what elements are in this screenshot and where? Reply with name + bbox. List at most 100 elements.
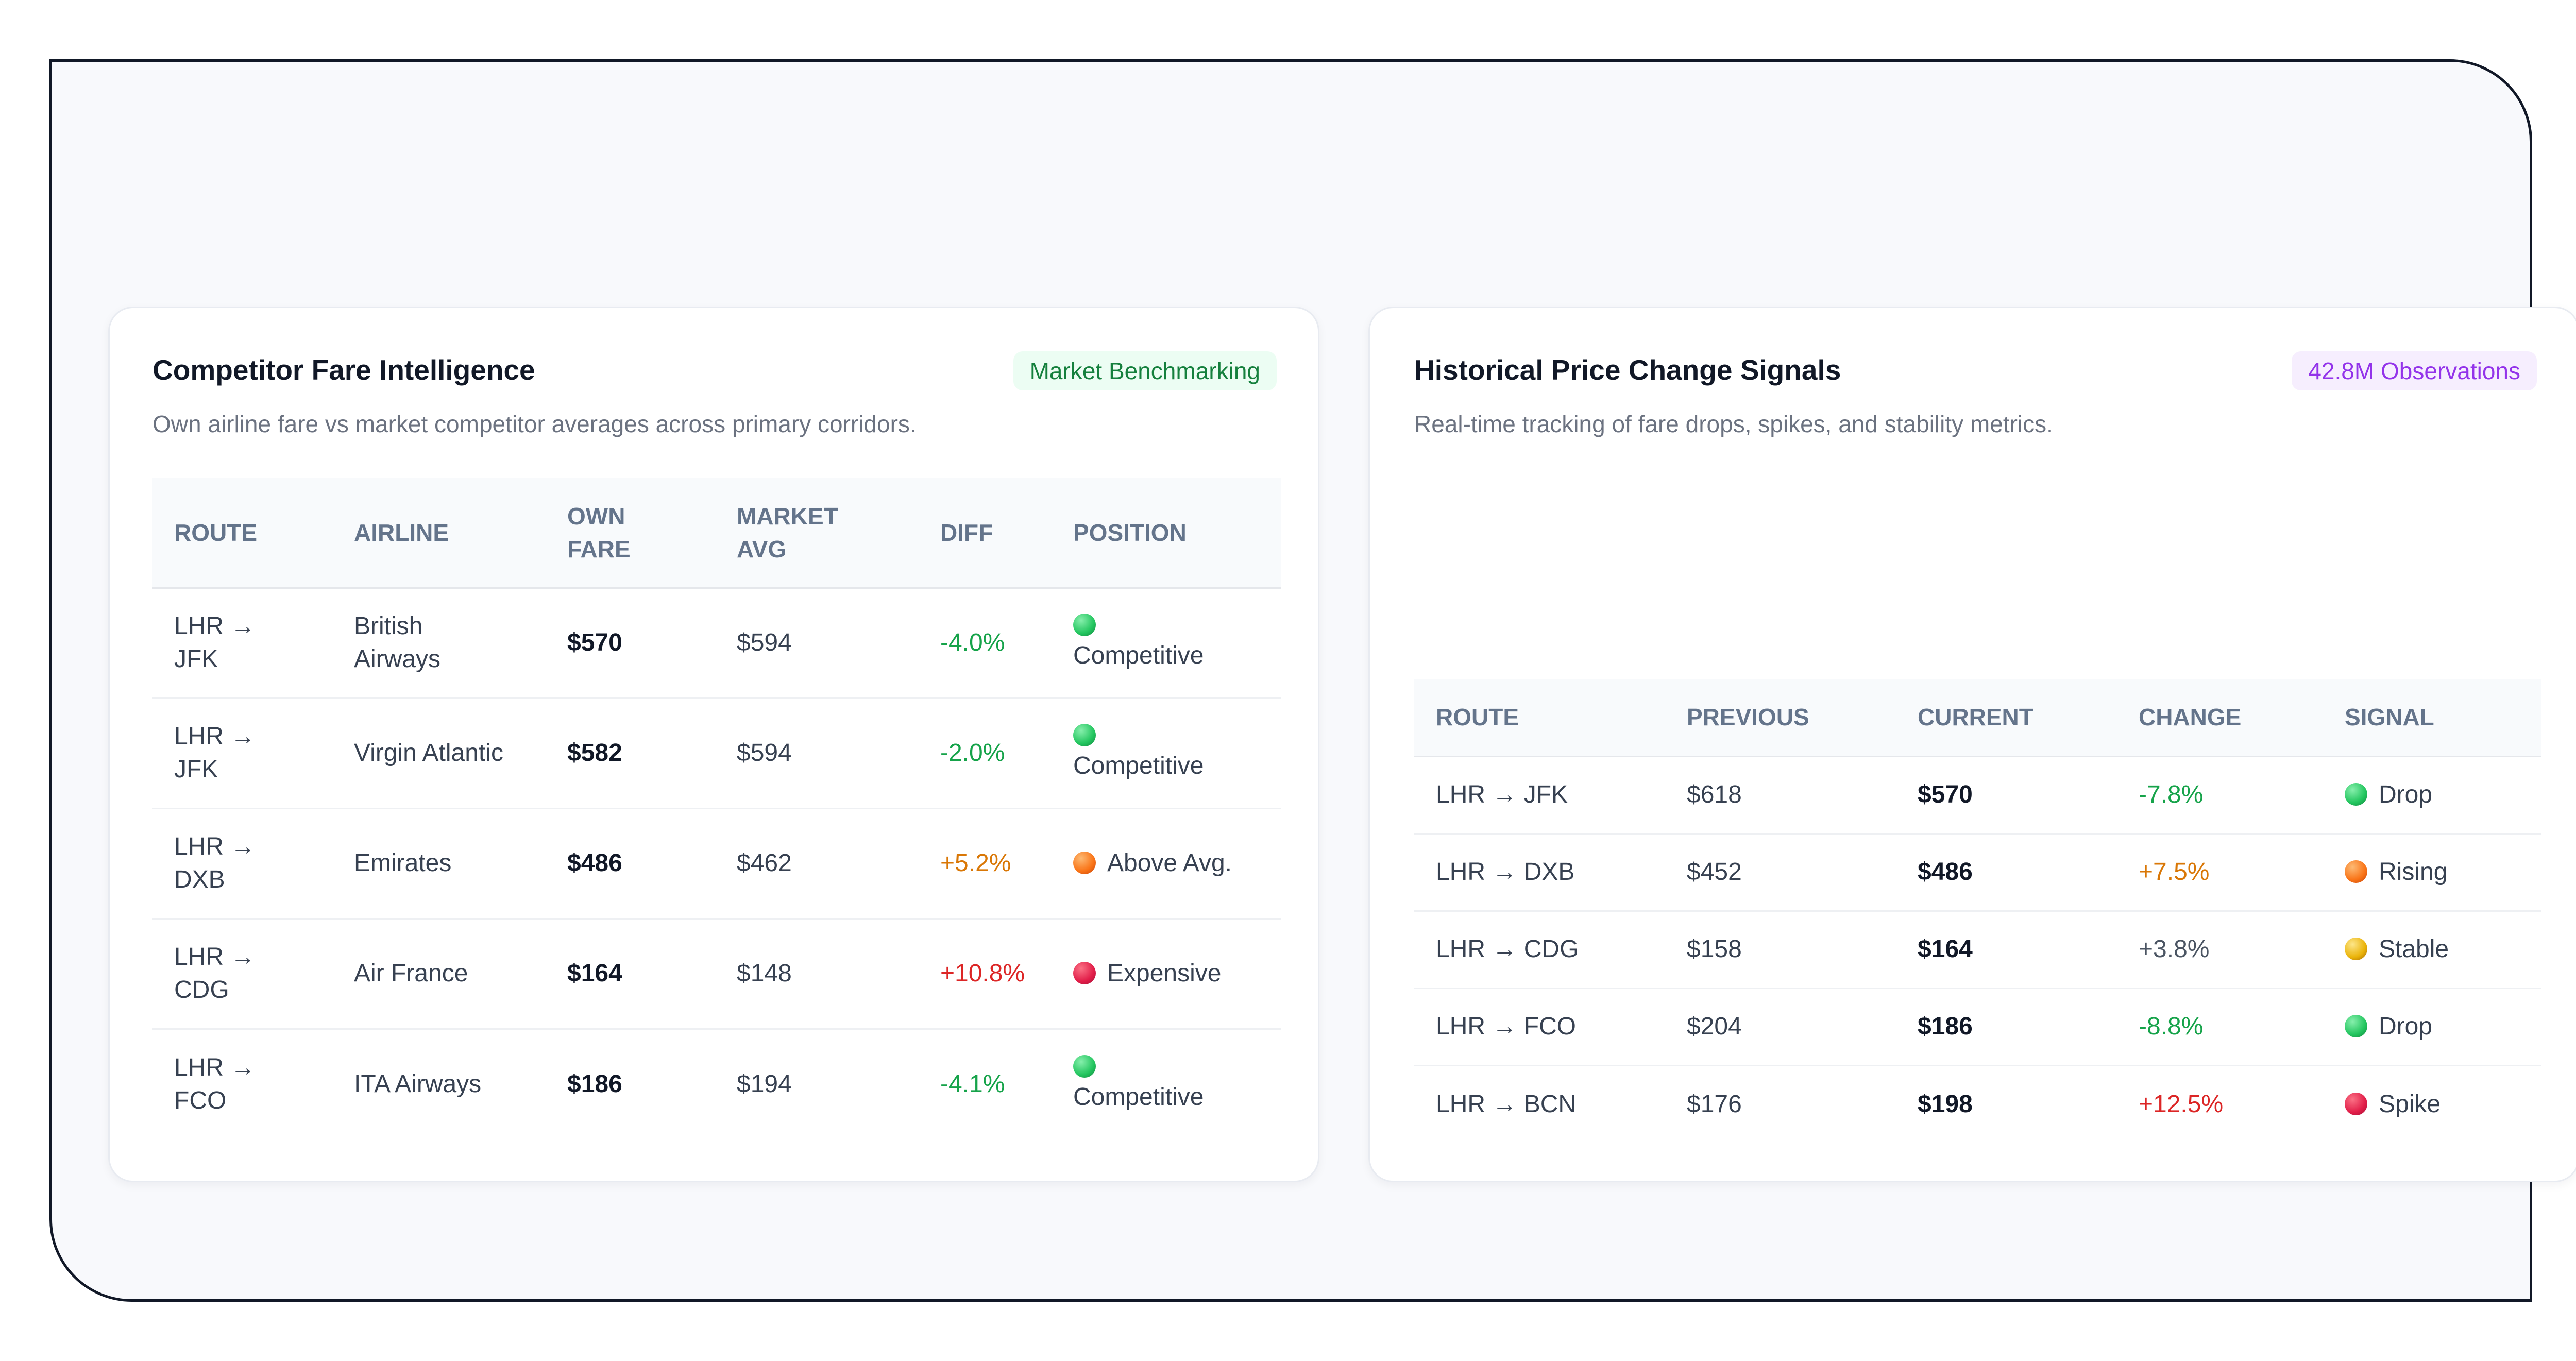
- column-header-current[interactable]: CURRENT: [1896, 679, 2117, 757]
- airline-cell: Air France: [332, 918, 546, 1030]
- card-title: Historical Price Change Signals: [1414, 354, 1841, 386]
- card-title: Competitor Fare Intelligence: [152, 354, 535, 386]
- airline-cell: British Airways: [332, 588, 546, 699]
- card-subtitle: Real-time tracking of fare drops, spikes…: [1414, 411, 2053, 437]
- airline-cell: Emirates: [332, 808, 546, 920]
- route-cell: LHR → BCN: [1436, 1090, 1577, 1118]
- status-dot-icon: [1073, 962, 1096, 984]
- position-cell: Competitive: [1052, 698, 1281, 809]
- change-cell: +12.5%: [2139, 1090, 2224, 1118]
- diff-cell: -2.0%: [919, 698, 1052, 809]
- table-row[interactable]: LHR → BCN $176 $198 +12.5% Spike: [1414, 1065, 2541, 1143]
- signal-dot-icon: [2345, 860, 2367, 883]
- own-fare-cell: $570: [546, 588, 715, 699]
- table-row[interactable]: LHR → DXB $452 $486 +7.5% Rising: [1414, 833, 2541, 912]
- price-signal-table: ROUTE PREVIOUS CURRENT CHANGE SIGNAL LHR…: [1414, 679, 2541, 1143]
- table-row[interactable]: LHR → CDG Air France $164 $148 +10.8% Expensi…: [152, 918, 1281, 1030]
- diff-cell: +10.8%: [919, 918, 1052, 1030]
- position-label: Expensive: [1107, 960, 1222, 987]
- previous-cell: $176: [1687, 1090, 1742, 1118]
- route-cell: LHR → FCO: [1414, 988, 1665, 1066]
- airline-cell: Virgin Atlantic: [332, 698, 546, 809]
- column-header-market-avg[interactable]: MARKET AVG: [715, 478, 919, 589]
- position-cell: Above Avg.: [1052, 808, 1281, 920]
- airline-cell: ITA Airways: [354, 1070, 482, 1098]
- current-cell: $198: [1918, 1090, 1973, 1118]
- table-header-row: ROUTE PREVIOUS CURRENT CHANGE SIGNAL: [1414, 679, 2541, 757]
- route-cell: LHR → JFK: [152, 588, 332, 699]
- column-header-route[interactable]: ROUTE: [152, 478, 332, 589]
- route-cell: LHR → FCO: [174, 1053, 256, 1114]
- route-cell: LHR → DXB: [1414, 833, 1665, 912]
- signal-label: Drop: [2379, 1013, 2433, 1040]
- position-label: Competitive: [1073, 752, 1204, 779]
- signal-dot-icon: [2345, 1015, 2367, 1037]
- market-avg-cell: $148: [715, 918, 919, 1030]
- previous-cell: $618: [1665, 756, 1896, 835]
- observations-badge: 42.8M Observations: [2292, 351, 2537, 390]
- position-label: Competitive: [1073, 1083, 1204, 1111]
- position-label: Competitive: [1073, 642, 1204, 669]
- position-cell: Competitive: [1052, 588, 1281, 699]
- signal-cell: Rising: [2323, 833, 2541, 912]
- position-cell: Expensive: [1052, 918, 1281, 1030]
- table-row[interactable]: LHR → DXB Emirates $486 $462 +5.2% Above Avg.: [152, 808, 1281, 920]
- market-avg-cell: $594: [715, 588, 919, 699]
- diff-cell: +5.2%: [919, 808, 1052, 920]
- column-header-own-fare[interactable]: OWN FARE: [546, 478, 715, 589]
- signal-dot-icon: [2345, 783, 2367, 806]
- dashboard-frame: Competitor Fare Intelligence Market Benc…: [49, 59, 2576, 1302]
- column-header-position[interactable]: POSITION: [1052, 478, 1281, 589]
- signal-label: Spike: [2379, 1090, 2441, 1118]
- change-cell: +7.5%: [2117, 833, 2323, 912]
- column-header-diff[interactable]: DIFF: [919, 478, 1052, 589]
- route-cell: LHR → CDG: [152, 918, 332, 1030]
- competitor-fare-card: Competitor Fare Intelligence Market Benc…: [108, 307, 1319, 1182]
- market-avg-cell: $194: [737, 1070, 792, 1098]
- price-change-signals-card: Historical Price Change Signals 42.8M Ob…: [1368, 307, 2576, 1182]
- previous-cell: $158: [1665, 911, 1896, 989]
- table-row[interactable]: LHR → FCO ITA Airways $186 $194 -4.1% Competi…: [152, 1029, 1281, 1139]
- change-cell: -7.8%: [2117, 756, 2323, 835]
- signal-cell: Drop: [2323, 988, 2541, 1066]
- change-cell: -8.8%: [2117, 988, 2323, 1066]
- own-fare-cell: $164: [546, 918, 715, 1030]
- status-dot-icon: [1073, 852, 1096, 874]
- column-header-previous[interactable]: PREVIOUS: [1665, 679, 1896, 757]
- status-dot-icon: [1073, 724, 1096, 746]
- table-header-row: ROUTE AIRLINE OWN FARE MARKET AVG DIFF P…: [152, 478, 1281, 589]
- current-cell: $486: [1896, 833, 2117, 912]
- signal-cell: Spike: [2323, 1065, 2541, 1143]
- status-dot-icon: [1073, 614, 1096, 636]
- route-cell: LHR → JFK: [1414, 756, 1665, 835]
- table-row[interactable]: LHR → JFK Virgin Atlantic $582 $594 -2.0% Com…: [152, 698, 1281, 809]
- signal-label: Rising: [2379, 858, 2448, 886]
- status-dot-icon: [1073, 1054, 1096, 1078]
- diff-cell: -4.0%: [919, 588, 1052, 699]
- table-row[interactable]: LHR → FCO $204 $186 -8.8% Drop: [1414, 988, 2541, 1066]
- table-row[interactable]: LHR → JFK $618 $570 -7.8% Drop: [1414, 756, 2541, 835]
- competitor-fare-table: ROUTE AIRLINE OWN FARE MARKET AVG DIFF P…: [152, 478, 1281, 1139]
- diff-cell: -4.1%: [940, 1070, 1005, 1098]
- column-header-signal[interactable]: SIGNAL: [2323, 679, 2541, 757]
- column-header-airline[interactable]: AIRLINE: [332, 478, 546, 589]
- table-row[interactable]: LHR → JFK British Airways $570 $594 -4.0% Com…: [152, 588, 1281, 699]
- table-row[interactable]: LHR → CDG $158 $164 +3.8% Stable: [1414, 911, 2541, 989]
- column-header-change[interactable]: CHANGE: [2117, 679, 2323, 757]
- position-cell: Competitive: [1052, 1029, 1281, 1139]
- own-fare-cell: $582: [546, 698, 715, 809]
- market-benchmarking-badge: Market Benchmarking: [1013, 351, 1277, 390]
- previous-cell: $452: [1665, 833, 1896, 912]
- route-cell: LHR → CDG: [1414, 911, 1665, 989]
- signal-label: Drop: [2379, 781, 2433, 808]
- market-avg-cell: $594: [715, 698, 919, 809]
- signal-dot-icon: [2345, 1092, 2367, 1115]
- signal-dot-icon: [2345, 938, 2367, 960]
- own-fare-cell: $186: [567, 1070, 622, 1098]
- signal-label: Stable: [2379, 935, 2449, 963]
- market-avg-cell: $462: [715, 808, 919, 920]
- signal-cell: Drop: [2323, 756, 2541, 835]
- previous-cell: $204: [1665, 988, 1896, 1066]
- change-cell: +3.8%: [2117, 911, 2323, 989]
- column-header-route[interactable]: ROUTE: [1414, 679, 1665, 757]
